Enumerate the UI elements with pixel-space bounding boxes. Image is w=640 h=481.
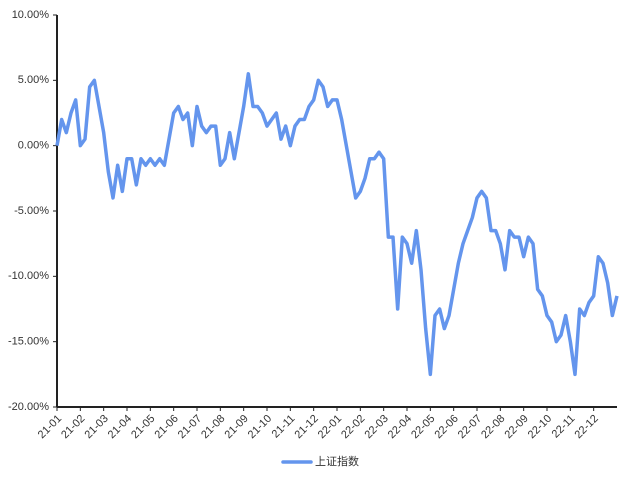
x-tick-label: 22-09 [502, 413, 530, 441]
x-tick-label: 22-11 [550, 413, 578, 441]
x-tick-label: 21-02 [59, 413, 87, 441]
x-tick-label: 22-12 [572, 413, 600, 441]
x-tick-label: 21-01 [36, 413, 64, 441]
y-tick-label: -5.00% [14, 205, 49, 217]
x-tick-label: 22-06 [432, 413, 460, 441]
x-tick-label: 21-07 [176, 413, 204, 441]
y-tick-label: -10.00% [8, 270, 49, 282]
y-tick-label: -20.00% [8, 401, 49, 413]
x-tick-label: 21-05 [129, 413, 157, 441]
x-tick-label: 22-08 [479, 413, 507, 441]
x-tick-label: 21-09 [222, 413, 250, 441]
x-tick-label: 21-11 [270, 413, 298, 441]
x-tick-label: 22-07 [456, 413, 484, 441]
x-tick-label: 21-04 [106, 413, 134, 441]
x-tick-label: 21-10 [246, 413, 274, 441]
y-tick-label: 0.00% [18, 140, 49, 152]
x-tick-label: 22-05 [409, 413, 437, 441]
x-tick-label: 22-10 [526, 413, 554, 441]
x-tick-label: 22-01 [316, 413, 344, 441]
x-tick-label: 22-04 [386, 413, 414, 441]
x-tick-label: 21-03 [82, 413, 110, 441]
x-tick-label: 21-06 [152, 413, 180, 441]
x-tick-label: 22-03 [362, 413, 390, 441]
y-tick-label: -15.00% [8, 336, 49, 348]
x-tick-label: 21-08 [199, 413, 227, 441]
y-tick-label: 10.00% [12, 9, 50, 21]
series-line [55, 72, 619, 377]
x-tick-label: 22-02 [339, 413, 367, 441]
legend-label: 上证指数 [315, 454, 359, 468]
y-tick-label: 5.00% [18, 74, 49, 86]
x-tick-label: 21-12 [292, 413, 320, 441]
